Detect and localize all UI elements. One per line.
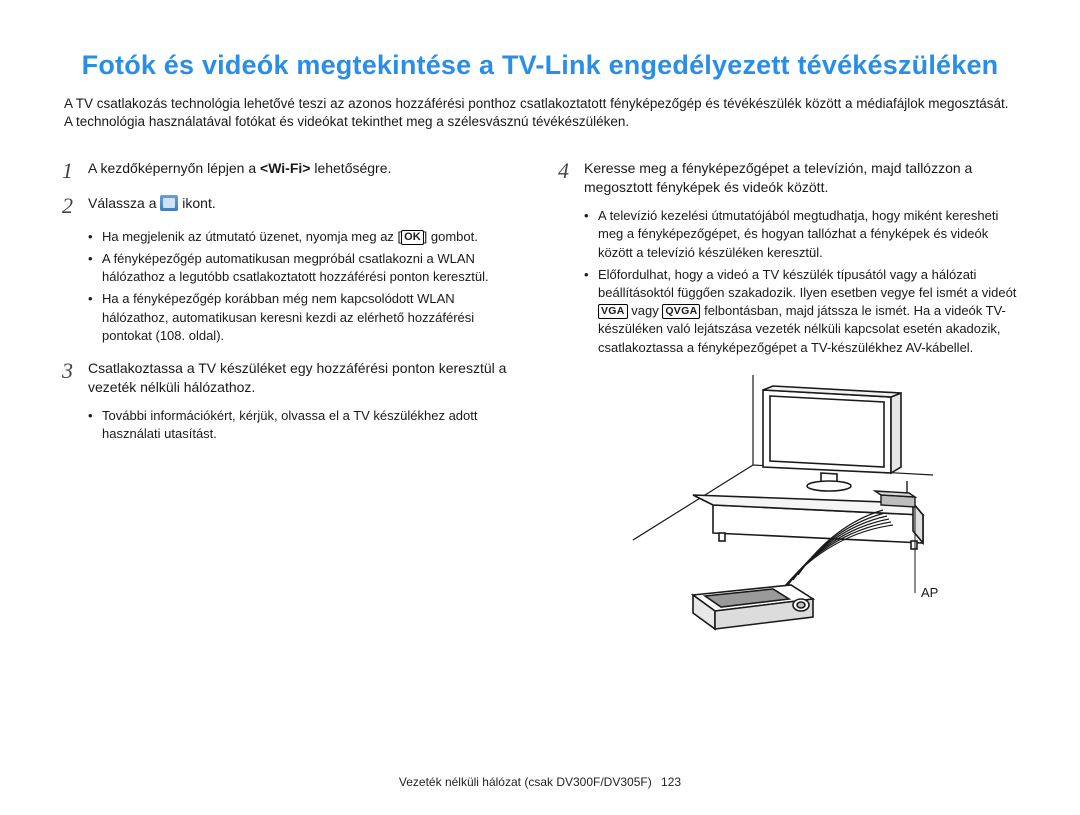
- step-1: 1 A kezdőképernyőn lépjen a <Wi-Fi> lehe…: [62, 159, 522, 183]
- page-title: Fotók és videók megtekintése a TV-Link e…: [62, 50, 1018, 81]
- step-number: 2: [62, 194, 88, 218]
- ok-button-icon: OK: [401, 230, 424, 245]
- step-number: 4: [558, 159, 584, 197]
- left-column: 1 A kezdőképernyőn lépjen a <Wi-Fi> lehe…: [62, 159, 522, 639]
- two-column-layout: 1 A kezdőképernyőn lépjen a <Wi-Fi> lehe…: [62, 159, 1018, 639]
- step-3: 3 Csatlakoztassa a TV készüléket egy hoz…: [62, 359, 522, 397]
- bullet-item: Ha megjelenik az útmutató üzenet, nyomja…: [88, 228, 522, 246]
- right-column: 4 Keresse meg a fényképezőgépet a televí…: [558, 159, 1018, 639]
- step-number: 1: [62, 159, 88, 183]
- step-1-text-pre: A kezdőképernyőn lépjen a: [88, 160, 260, 176]
- bullet-text-pre: Előfordulhat, hogy a videó a TV készülék…: [598, 267, 1016, 300]
- ap-label: AP: [921, 585, 938, 600]
- step-3-bullets: További információkért, kérjük, olvassa …: [88, 407, 522, 443]
- bullet-item: Előfordulhat, hogy a videó a TV készülék…: [584, 266, 1018, 357]
- illustration-svg: AP: [623, 375, 953, 635]
- footer-text: Vezeték nélküli hálózat (csak DV300F/DV3…: [399, 775, 652, 789]
- step-4-bullets: A televízió kezelési útmutatójából megtu…: [584, 207, 1018, 357]
- step-2: 2 Válassza a ikont.: [62, 194, 522, 218]
- step-2-bullets: Ha megjelenik az útmutató üzenet, nyomja…: [88, 228, 522, 345]
- step-4: 4 Keresse meg a fényképezőgépet a televí…: [558, 159, 1018, 197]
- page-footer: Vezeték nélküli hálózat (csak DV300F/DV3…: [0, 775, 1080, 789]
- vga-icon: VGA: [598, 304, 628, 319]
- step-3-text: Csatlakoztassa a TV készüléket egy hozzá…: [88, 360, 506, 395]
- tvlink-icon: [160, 195, 178, 211]
- qvga-icon: QVGA: [662, 304, 700, 319]
- bullet-item: A fényképezőgép automatikusan megpróbál …: [88, 250, 522, 286]
- bullet-item: Ha a fényképezőgép korábban még nem kapc…: [88, 290, 522, 345]
- page-number: 123: [661, 775, 681, 789]
- step-1-text-post: lehetőségre.: [310, 160, 391, 176]
- bullet-text-post: ] gombot.: [424, 229, 478, 244]
- bullet-item: További információkért, kérjük, olvassa …: [88, 407, 522, 443]
- tv-camera-illustration: AP: [558, 375, 1018, 640]
- step-2-text-post: ikont.: [182, 195, 215, 211]
- bullet-text-mid: vagy: [628, 303, 663, 318]
- bullet-text-pre: Ha megjelenik az útmutató üzenet, nyomja…: [102, 229, 401, 244]
- manual-page: Fotók és videók megtekintése a TV-Link e…: [0, 0, 1080, 815]
- wifi-label: <Wi-Fi>: [260, 160, 310, 176]
- step-number: 3: [62, 359, 88, 397]
- bullet-item: A televízió kezelési útmutatójából megtu…: [584, 207, 1018, 262]
- step-2-text-pre: Válassza a: [88, 195, 160, 211]
- step-4-text: Keresse meg a fényképezőgépet a televízi…: [584, 160, 972, 195]
- intro-paragraph: A TV csatlakozás technológia lehetővé te…: [64, 95, 1016, 131]
